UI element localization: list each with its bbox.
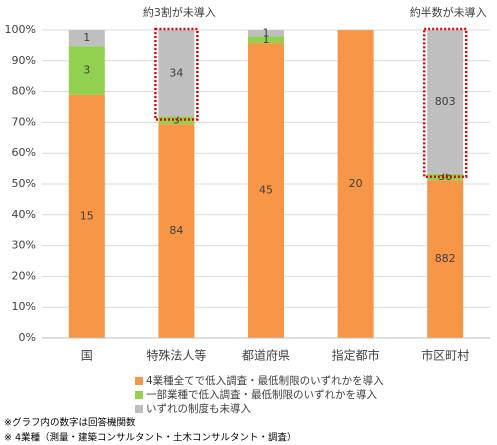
bar-segment	[248, 30, 284, 37]
y-tick-label: 100%	[5, 23, 36, 36]
data-label: 803	[435, 95, 456, 108]
data-label: 34	[169, 66, 183, 79]
bar-segment	[158, 124, 195, 338]
note: ※ 4業種（測量・建築コンサルタント・土木コンサルタント・調査）	[4, 432, 297, 444]
x-tick-label: 国	[81, 349, 93, 363]
legend-label: いずれの制度も未導入	[146, 402, 251, 415]
y-tick-label: 60%	[12, 146, 36, 159]
y-tick-label: 70%	[12, 115, 36, 128]
y-tick-label: 50%	[12, 177, 36, 190]
legend-label: 一部業種で低入調査・最低制限のいずれかを導入	[146, 388, 377, 401]
data-label: 1	[83, 31, 90, 44]
highlight-box	[422, 27, 468, 178]
legend-swatch	[135, 391, 143, 399]
y-tick-label: 0%	[19, 331, 36, 344]
legend-label: 4業種全てで低入調査・最低制限のいずれかを導入	[146, 374, 384, 387]
y-tick-label: 80%	[12, 85, 36, 98]
data-label: 882	[435, 252, 456, 265]
data-label: 1	[263, 26, 270, 39]
bar-segment	[427, 180, 464, 338]
x-tick-label: 都道府県	[242, 348, 290, 363]
data-label: 84	[169, 224, 183, 237]
y-tick-label: 90%	[12, 54, 36, 67]
bar-segment	[68, 46, 105, 95]
x-tick-label: 市区町村	[421, 348, 469, 363]
bar-segment	[158, 30, 195, 117]
bar-segment	[248, 36, 284, 44]
data-label: 1	[263, 33, 270, 46]
bar-segment	[68, 30, 105, 47]
bar-segment	[248, 43, 284, 338]
note: ※グラフ内の数字は回答機関数	[4, 417, 136, 429]
y-tick-label: 10%	[12, 300, 36, 313]
data-label: 3	[83, 64, 90, 77]
bar-segment	[68, 94, 105, 338]
data-label: 15	[80, 209, 94, 222]
bar-segment	[337, 30, 374, 338]
data-label: 20	[349, 177, 363, 190]
y-tick-label: 30%	[12, 239, 36, 252]
x-tick-label: 特殊法人等	[146, 348, 206, 363]
y-tick-label: 40%	[12, 208, 36, 221]
highlight-box	[154, 27, 199, 121]
x-tick-label: 指定都市	[332, 348, 380, 363]
annotation: 約3割が未導入	[143, 5, 216, 19]
legend-swatch	[135, 377, 143, 385]
y-tick-label: 20%	[12, 269, 36, 282]
data-label: 45	[259, 184, 273, 197]
legend-swatch	[135, 405, 143, 413]
bar-segment	[427, 30, 464, 174]
annotation: 約半数が未導入	[410, 5, 487, 19]
bar-segment	[427, 173, 464, 181]
